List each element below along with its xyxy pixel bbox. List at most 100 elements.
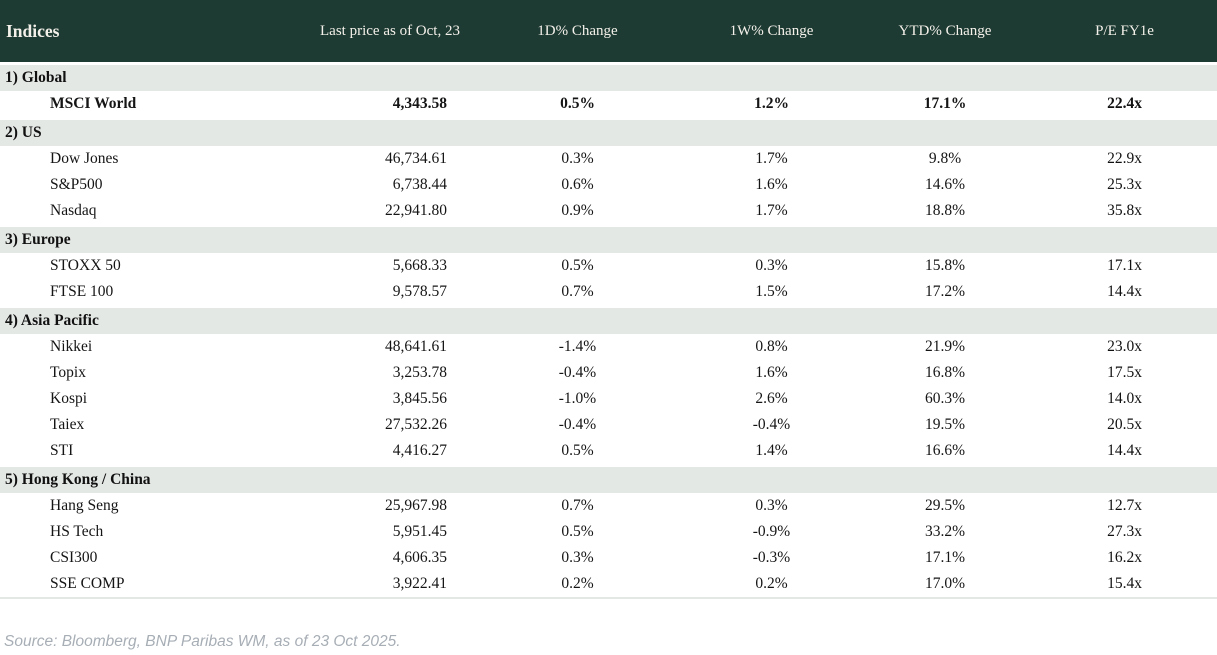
index-name: Nikkei bbox=[0, 334, 310, 360]
pe-fy1e: 16.2x bbox=[1032, 545, 1217, 571]
last-price: 3,922.41 bbox=[310, 571, 470, 598]
table-row: HS Tech 5,951.45 0.5% -0.9% 33.2% 27.3x bbox=[0, 519, 1217, 545]
change-1d: -0.4% bbox=[470, 412, 685, 438]
section-row: 1) Global bbox=[0, 62, 1217, 91]
table-row: FTSE 100 9,578.57 0.7% 1.5% 17.2% 14.4x bbox=[0, 279, 1217, 307]
change-1w: 0.3% bbox=[685, 253, 858, 279]
change-ytd: 17.1% bbox=[858, 545, 1032, 571]
pe-fy1e: 27.3x bbox=[1032, 519, 1217, 545]
table-row: STOXX 50 5,668.33 0.5% 0.3% 15.8% 17.1x bbox=[0, 253, 1217, 279]
change-1d: -0.4% bbox=[470, 360, 685, 386]
change-ytd: 16.8% bbox=[858, 360, 1032, 386]
source-note: Source: Bloomberg, BNP Paribas WM, as of… bbox=[4, 633, 401, 650]
change-1d: 0.3% bbox=[470, 545, 685, 571]
section-label: 5) Hong Kong / China bbox=[0, 464, 1217, 493]
change-1d: 0.2% bbox=[470, 571, 685, 598]
table-header: Indices Last price as of Oct, 23 1D% Cha… bbox=[0, 0, 1217, 64]
index-name: S&P500 bbox=[0, 172, 310, 198]
table-row: Dow Jones 46,734.61 0.3% 1.7% 9.8% 22.9x bbox=[0, 146, 1217, 172]
index-name: CSI300 bbox=[0, 545, 310, 571]
change-1w: 0.2% bbox=[685, 571, 858, 598]
change-1w: 1.7% bbox=[685, 146, 858, 172]
index-name: Nasdaq bbox=[0, 198, 310, 226]
index-name: HS Tech bbox=[0, 519, 310, 545]
col-header-last-price: Last price as of Oct, 23 bbox=[310, 0, 470, 64]
change-1w: 1.6% bbox=[685, 172, 858, 198]
pe-fy1e: 25.3x bbox=[1032, 172, 1217, 198]
index-name: Taiex bbox=[0, 412, 310, 438]
pe-fy1e: 23.0x bbox=[1032, 334, 1217, 360]
index-name: STI bbox=[0, 438, 310, 466]
change-1w: 0.3% bbox=[685, 493, 858, 519]
col-header-1d-change: 1D% Change bbox=[470, 0, 685, 64]
pe-fy1e: 35.8x bbox=[1032, 198, 1217, 226]
pe-fy1e: 14.0x bbox=[1032, 386, 1217, 412]
change-1w: 1.2% bbox=[685, 91, 858, 119]
indices-table-body: 1) Global MSCI World 4,343.58 0.5% 1.2% 17.1%… bbox=[0, 62, 1217, 598]
index-name: Topix bbox=[0, 360, 310, 386]
section-label: 2) US bbox=[0, 117, 1217, 146]
index-name: Kospi bbox=[0, 386, 310, 412]
change-ytd: 33.2% bbox=[858, 519, 1032, 545]
last-price: 25,967.98 bbox=[310, 493, 470, 519]
section-label: 1) Global bbox=[0, 62, 1217, 91]
table-row: Kospi 3,845.56 -1.0% 2.6% 60.3% 14.0x bbox=[0, 386, 1217, 412]
table-row: Topix 3,253.78 -0.4% 1.6% 16.8% 17.5x bbox=[0, 360, 1217, 386]
change-1w: 1.7% bbox=[685, 198, 858, 226]
last-price: 3,845.56 bbox=[310, 386, 470, 412]
section-row: 5) Hong Kong / China bbox=[0, 464, 1217, 493]
table-row: CSI300 4,606.35 0.3% -0.3% 17.1% 16.2x bbox=[0, 545, 1217, 571]
pe-fy1e: 12.7x bbox=[1032, 493, 1217, 519]
pe-fy1e: 17.1x bbox=[1032, 253, 1217, 279]
change-ytd: 17.0% bbox=[858, 571, 1032, 598]
table-row: STI 4,416.27 0.5% 1.4% 16.6% 14.4x bbox=[0, 438, 1217, 466]
section-row: 2) US bbox=[0, 117, 1217, 146]
col-header-pe-fy1e: P/E FY1e bbox=[1032, 0, 1217, 64]
change-1d: 0.9% bbox=[470, 198, 685, 226]
change-ytd: 19.5% bbox=[858, 412, 1032, 438]
change-1w: 2.6% bbox=[685, 386, 858, 412]
pe-fy1e: 14.4x bbox=[1032, 438, 1217, 466]
table-row: Taiex 27,532.26 -0.4% -0.4% 19.5% 20.5x bbox=[0, 412, 1217, 438]
col-header-ytd-change: YTD% Change bbox=[858, 0, 1032, 64]
last-price: 27,532.26 bbox=[310, 412, 470, 438]
last-price: 46,734.61 bbox=[310, 146, 470, 172]
change-1d: -1.0% bbox=[470, 386, 685, 412]
col-header-1w-change: 1W% Change bbox=[685, 0, 858, 64]
last-price: 5,668.33 bbox=[310, 253, 470, 279]
change-1w: 1.4% bbox=[685, 438, 858, 466]
last-price: 6,738.44 bbox=[310, 172, 470, 198]
pe-fy1e: 14.4x bbox=[1032, 279, 1217, 307]
index-name: Dow Jones bbox=[0, 146, 310, 172]
table-row: Nikkei 48,641.61 -1.4% 0.8% 21.9% 23.0x bbox=[0, 334, 1217, 360]
change-1d: 0.5% bbox=[470, 438, 685, 466]
change-ytd: 29.5% bbox=[858, 493, 1032, 519]
index-name: STOXX 50 bbox=[0, 253, 310, 279]
change-ytd: 14.6% bbox=[858, 172, 1032, 198]
change-ytd: 18.8% bbox=[858, 198, 1032, 226]
change-1d: 0.7% bbox=[470, 493, 685, 519]
change-1w: -0.3% bbox=[685, 545, 858, 571]
change-1d: 0.6% bbox=[470, 172, 685, 198]
col-header-indices: Indices bbox=[0, 0, 310, 64]
last-price: 4,416.27 bbox=[310, 438, 470, 466]
change-1d: 0.7% bbox=[470, 279, 685, 307]
change-ytd: 17.1% bbox=[858, 91, 1032, 119]
section-label: 3) Europe bbox=[0, 224, 1217, 253]
last-price: 4,606.35 bbox=[310, 545, 470, 571]
last-price: 3,253.78 bbox=[310, 360, 470, 386]
table-row: S&P500 6,738.44 0.6% 1.6% 14.6% 25.3x bbox=[0, 172, 1217, 198]
last-price: 22,941.80 bbox=[310, 198, 470, 226]
table-row: MSCI World 4,343.58 0.5% 1.2% 17.1% 22.4x bbox=[0, 91, 1217, 119]
table-row: Nasdaq 22,941.80 0.9% 1.7% 18.8% 35.8x bbox=[0, 198, 1217, 226]
change-1d: 0.5% bbox=[470, 519, 685, 545]
pe-fy1e: 20.5x bbox=[1032, 412, 1217, 438]
section-label: 4) Asia Pacific bbox=[0, 305, 1217, 334]
index-name: MSCI World bbox=[0, 91, 310, 119]
section-row: 3) Europe bbox=[0, 224, 1217, 253]
change-1d: 0.5% bbox=[470, 253, 685, 279]
section-row: 4) Asia Pacific bbox=[0, 305, 1217, 334]
index-name: FTSE 100 bbox=[0, 279, 310, 307]
last-price: 4,343.58 bbox=[310, 91, 470, 119]
